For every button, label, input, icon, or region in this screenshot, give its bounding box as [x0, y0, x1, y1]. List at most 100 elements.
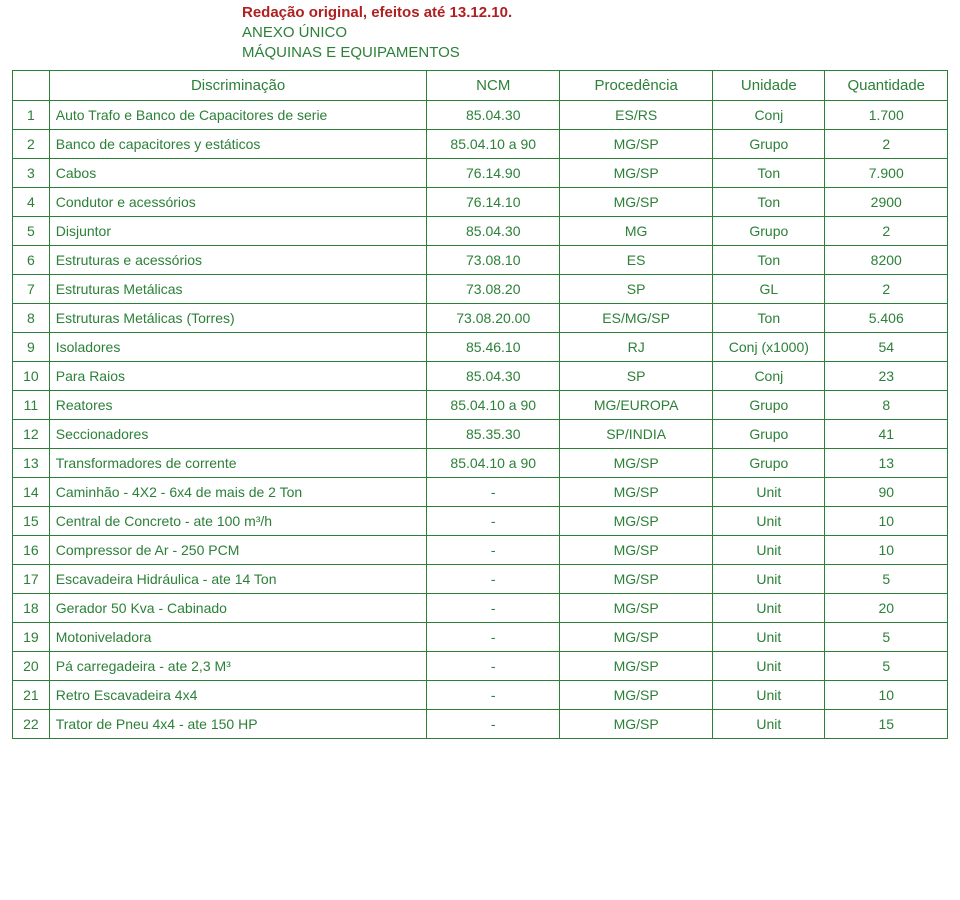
row-unid: Grupo [713, 216, 825, 245]
table-row: 13Transformadores de corrente85.04.10 a … [13, 448, 948, 477]
table-row: 1Auto Trafo e Banco de Capacitores de se… [13, 100, 948, 129]
row-desc: Auto Trafo e Banco de Capacitores de ser… [49, 100, 427, 129]
table-row: 18Gerador 50 Kva - Cabinado-MG/SPUnit20 [13, 593, 948, 622]
row-ncm: - [427, 651, 560, 680]
row-proc: MG/SP [560, 564, 713, 593]
table-row: 14Caminhão - 4X2 - 6x4 de mais de 2 Ton-… [13, 477, 948, 506]
col-header-blank [13, 70, 50, 100]
row-proc: MG/SP [560, 593, 713, 622]
table-row: 9Isoladores85.46.10RJConj (x1000)54 [13, 332, 948, 361]
col-header-discriminacao: Discriminação [49, 70, 427, 100]
row-qtd: 90 [825, 477, 948, 506]
row-desc: Pá carregadeira - ate 2,3 M³ [49, 651, 427, 680]
row-unid: Grupo [713, 129, 825, 158]
row-unid: Unit [713, 622, 825, 651]
row-qtd: 2 [825, 216, 948, 245]
table-row: 10Para Raios85.04.30SPConj23 [13, 361, 948, 390]
row-proc: MG/SP [560, 477, 713, 506]
table-row: 2Banco de capacitores y estáticos85.04.1… [13, 129, 948, 158]
row-proc: MG/SP [560, 622, 713, 651]
row-desc: Estruturas Metálicas (Torres) [49, 303, 427, 332]
row-qtd: 5 [825, 622, 948, 651]
col-header-unidade: Unidade [713, 70, 825, 100]
row-qtd: 54 [825, 332, 948, 361]
col-header-procedencia: Procedência [560, 70, 713, 100]
row-unid: Unit [713, 680, 825, 709]
row-unid: Unit [713, 564, 825, 593]
row-unid: Ton [713, 158, 825, 187]
row-qtd: 10 [825, 506, 948, 535]
table-row: 15Central de Concreto - ate 100 m³/h-MG/… [13, 506, 948, 535]
row-ncm: 73.08.20 [427, 274, 560, 303]
row-number: 5 [13, 216, 50, 245]
row-number: 20 [13, 651, 50, 680]
table-row: 12Seccionadores85.35.30SP/INDIAGrupo41 [13, 419, 948, 448]
row-qtd: 23 [825, 361, 948, 390]
row-ncm: 85.04.10 a 90 [427, 448, 560, 477]
row-desc: Condutor e acessórios [49, 187, 427, 216]
table-row: 7Estruturas Metálicas73.08.20SPGL2 [13, 274, 948, 303]
row-ncm: - [427, 477, 560, 506]
table-row: 3Cabos76.14.90MG/SPTon7.900 [13, 158, 948, 187]
row-qtd: 7.900 [825, 158, 948, 187]
row-unid: Unit [713, 535, 825, 564]
row-qtd: 5 [825, 651, 948, 680]
row-number: 15 [13, 506, 50, 535]
row-unid: Ton [713, 303, 825, 332]
row-desc: Central de Concreto - ate 100 m³/h [49, 506, 427, 535]
row-proc: MG/EUROPA [560, 390, 713, 419]
row-number: 9 [13, 332, 50, 361]
row-unid: Grupo [713, 419, 825, 448]
row-desc: Seccionadores [49, 419, 427, 448]
row-number: 10 [13, 361, 50, 390]
row-ncm: 76.14.90 [427, 158, 560, 187]
table-row: 6Estruturas e acessórios73.08.10ESTon820… [13, 245, 948, 274]
row-ncm: - [427, 564, 560, 593]
row-desc: Isoladores [49, 332, 427, 361]
title-main: Redação original, efeitos até 13.12.10. [242, 4, 948, 21]
row-unid: Unit [713, 506, 825, 535]
row-desc: Para Raios [49, 361, 427, 390]
row-qtd: 2900 [825, 187, 948, 216]
row-qtd: 10 [825, 680, 948, 709]
row-proc: MG/SP [560, 448, 713, 477]
row-proc: MG/SP [560, 651, 713, 680]
row-desc: Escavadeira Hidráulica - ate 14 Ton [49, 564, 427, 593]
row-desc: Compressor de Ar - 250 PCM [49, 535, 427, 564]
row-ncm: - [427, 593, 560, 622]
row-unid: Ton [713, 245, 825, 274]
row-qtd: 2 [825, 274, 948, 303]
row-number: 8 [13, 303, 50, 332]
row-qtd: 41 [825, 419, 948, 448]
row-number: 16 [13, 535, 50, 564]
row-ncm: 85.46.10 [427, 332, 560, 361]
row-qtd: 5 [825, 564, 948, 593]
row-number: 22 [13, 709, 50, 738]
title-block: Redação original, efeitos até 13.12.10. … [242, 4, 948, 64]
table-body: 1Auto Trafo e Banco de Capacitores de se… [13, 100, 948, 738]
row-ncm: - [427, 622, 560, 651]
row-proc: MG/SP [560, 709, 713, 738]
row-ncm: 85.04.10 a 90 [427, 390, 560, 419]
row-desc: Disjuntor [49, 216, 427, 245]
row-number: 13 [13, 448, 50, 477]
row-proc: ES/MG/SP [560, 303, 713, 332]
row-proc: SP [560, 274, 713, 303]
row-proc: MG/SP [560, 187, 713, 216]
row-ncm: 85.35.30 [427, 419, 560, 448]
row-desc: Estruturas e acessórios [49, 245, 427, 274]
table-row: 5Disjuntor85.04.30MGGrupo2 [13, 216, 948, 245]
col-header-ncm: NCM [427, 70, 560, 100]
row-ncm: 73.08.20.00 [427, 303, 560, 332]
row-proc: SP/INDIA [560, 419, 713, 448]
row-desc: Retro Escavadeira 4x4 [49, 680, 427, 709]
row-ncm: 73.08.10 [427, 245, 560, 274]
row-unid: Conj (x1000) [713, 332, 825, 361]
row-ncm: 76.14.10 [427, 187, 560, 216]
table-header-row: Discriminação NCM Procedência Unidade Qu… [13, 70, 948, 100]
table-row: 22Trator de Pneu 4x4 - ate 150 HP-MG/SPU… [13, 709, 948, 738]
row-unid: Unit [713, 709, 825, 738]
row-ncm: 85.04.30 [427, 216, 560, 245]
table-row: 19Motoniveladora-MG/SPUnit5 [13, 622, 948, 651]
row-number: 4 [13, 187, 50, 216]
